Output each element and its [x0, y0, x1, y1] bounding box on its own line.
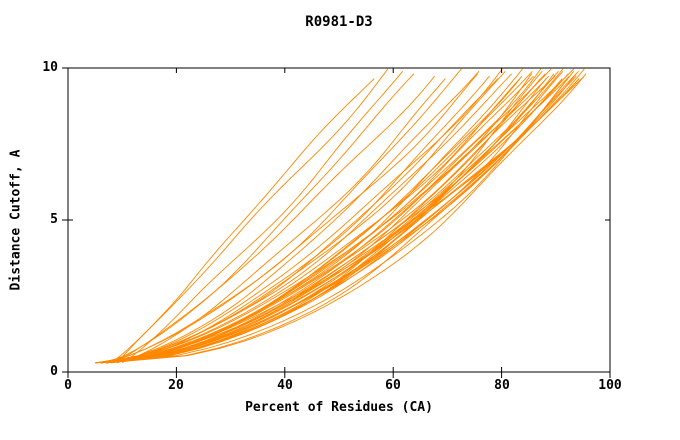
model-curve: [121, 71, 404, 364]
model-curve: [105, 75, 556, 364]
y-tick-label-10: 10: [42, 60, 58, 75]
tick-marks-group: [62, 67, 611, 378]
model-curve: [95, 71, 559, 364]
model-curve: [105, 73, 587, 364]
model-curves-group: [95, 68, 587, 364]
model-curve: [95, 75, 585, 364]
model-curve: [95, 70, 506, 364]
y-tick-label-0: 0: [50, 364, 58, 379]
model-curve: [100, 73, 479, 364]
model-curve: [111, 75, 490, 364]
chart-title: R0981-D3: [305, 14, 373, 30]
model-curve: [116, 78, 375, 364]
model-curve: [116, 78, 446, 364]
model-curve: [111, 73, 415, 364]
model-curve: [95, 71, 543, 364]
model-curve: [105, 75, 570, 364]
model-curve: [100, 68, 462, 364]
x-tick-label-100: 100: [598, 378, 622, 393]
x-tick-label-20: 20: [168, 378, 184, 393]
model-curve: [100, 68, 523, 364]
x-tick-label-60: 60: [385, 378, 401, 393]
model-curve: [100, 73, 533, 364]
model-curve: [100, 73, 555, 364]
model-curve: [100, 78, 580, 364]
y-axis-label: Distance Cutoff, A: [8, 149, 24, 291]
x-tick-label-0: 0: [64, 378, 72, 393]
model-curve: [100, 68, 575, 364]
x-tick-label-80: 80: [494, 378, 510, 393]
x-axis-label: Percent of Residues (CA): [245, 400, 433, 415]
model-curve: [105, 78, 542, 364]
model-curve: [100, 73, 513, 364]
model-curve: [105, 78, 580, 364]
model-curve: [100, 68, 552, 364]
model-curve: [100, 70, 579, 364]
model-curve: [105, 75, 435, 364]
model-curve: [95, 71, 564, 364]
x-tick-label-40: 40: [277, 378, 293, 393]
plot-border: [67, 67, 611, 373]
model-curve: [105, 68, 503, 364]
model-curve: [111, 68, 389, 364]
model-curve: [105, 71, 480, 364]
model-curve: [100, 68, 564, 364]
model-curve: [100, 75, 577, 364]
model-curve: [100, 73, 546, 364]
model-curve: [95, 78, 547, 364]
model-curve: [95, 73, 577, 364]
model-curve: [95, 70, 533, 364]
y-tick-label-5: 5: [50, 212, 58, 227]
model-curve: [105, 71, 574, 364]
model-curve: [95, 75, 534, 364]
